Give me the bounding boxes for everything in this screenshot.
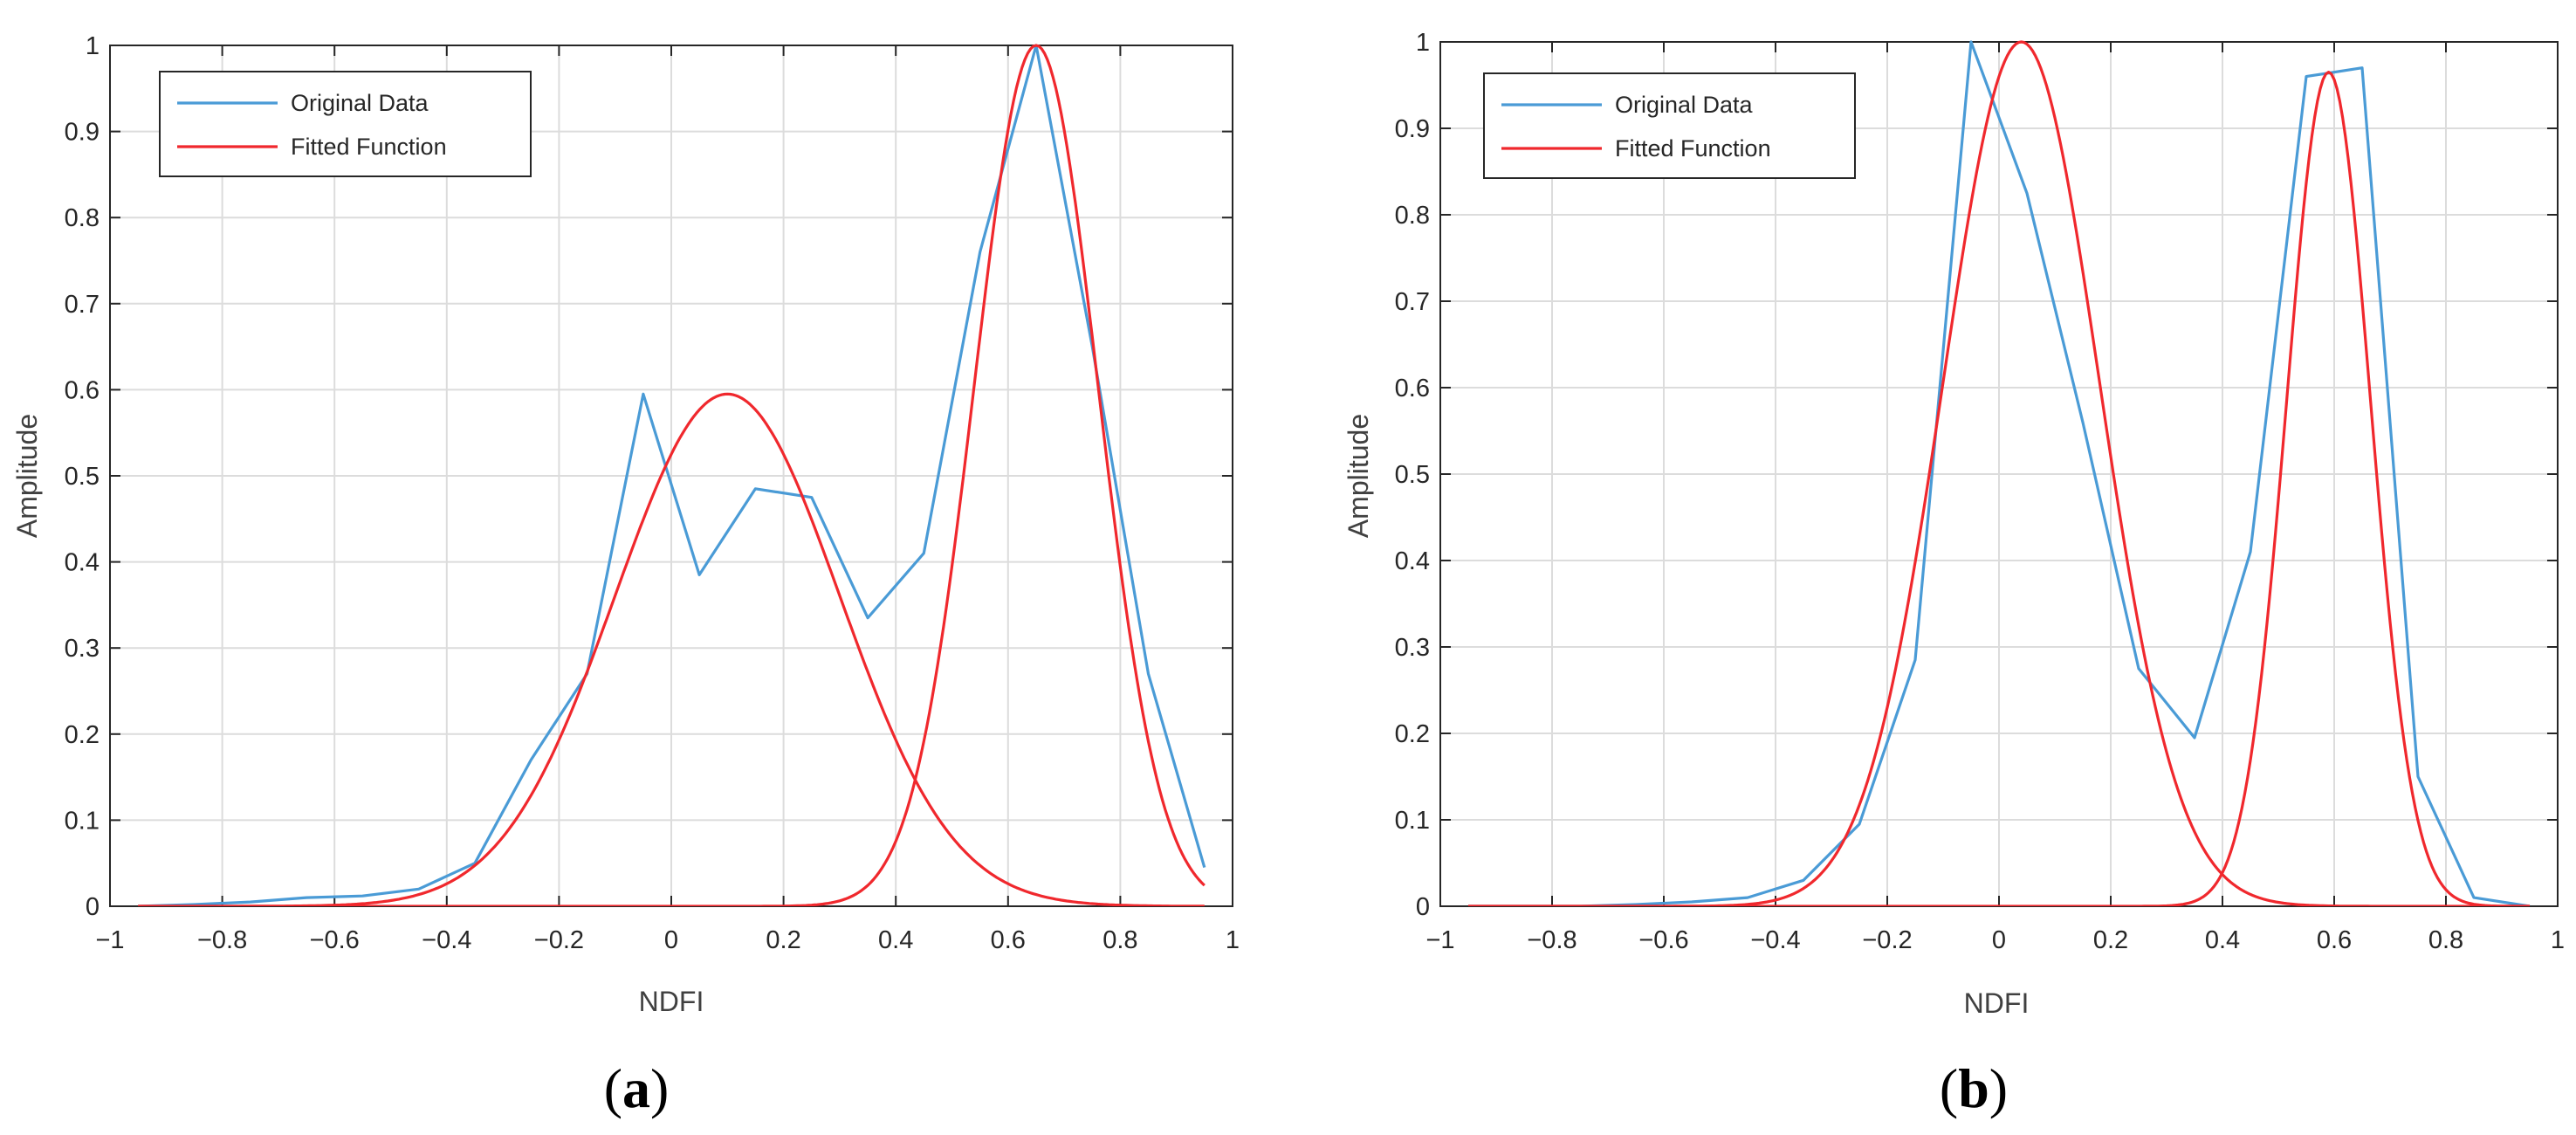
chart-b-ytick-label: 1	[1416, 29, 1430, 57]
chart-b-series-original-data	[1468, 40, 2531, 906]
chart-a-ytick-label: 1	[86, 32, 100, 60]
chart-a-xtick-label: −0.6	[310, 926, 360, 954]
chart-a-legend: Original Data Fitted Function	[159, 71, 532, 177]
chart-panel-b: −1 −0.8 −0.6 −0.4 −0.2 0 0.2 0.4 0.6 0.8 1 0 0.1 0.2 0…	[1288, 0, 2575, 1131]
chart-b-xtick-label: 0.2	[2093, 926, 2128, 954]
chart-a-series-fitted-function-2	[138, 44, 1206, 906]
chart-b-ytick-label: 0.8	[1395, 202, 1430, 230]
chart-a-legend-label-fitted: Fitted Function	[291, 134, 447, 160]
chart-a-series-original-data	[138, 44, 1206, 906]
chart-a-legend-label-original: Original Data	[291, 90, 429, 116]
chart-a-xtick-label: 0	[664, 926, 678, 954]
chart-a-xtick-label: −0.8	[197, 926, 247, 954]
chart-a-xtick-label: −1	[95, 926, 124, 954]
chart-svg-a: −1 −0.8 −0.6 −0.4 −0.2 0 0.2 0.4 0.6 0.8 1 0 0.1 0.2 0…	[11, 32, 1240, 1119]
chart-a-xtick-label: 0.8	[1103, 926, 1137, 954]
chart-b-ylabel: Amplitude	[1343, 414, 1374, 538]
chart-a-xtick-label: −0.2	[534, 926, 584, 954]
chart-b-xtick-label: −0.8	[1527, 926, 1577, 954]
chart-b-series-fitted-function-1	[1468, 40, 2530, 906]
chart-panel-a: −1 −0.8 −0.6 −0.4 −0.2 0 0.2 0.4 0.6 0.8 1 0 0.1 0.2 0…	[0, 0, 1288, 1131]
chart-b-legend-box	[1483, 72, 1856, 179]
chart-a-xtick-label: 0.4	[878, 926, 913, 954]
chart-b-ytick-label: 0.9	[1395, 115, 1430, 143]
chart-svg-b: −1 −0.8 −0.6 −0.4 −0.2 0 0.2 0.4 0.6 0.8 1 0 0.1 0.2 0…	[1343, 29, 2565, 1119]
chart-b-xtick-label: 0.4	[2205, 926, 2240, 954]
chart-a-ytick-label: 0.1	[65, 807, 100, 835]
chart-b-xlabel: NDFI	[1964, 987, 2030, 1019]
chart-b-xtick-label: −1	[1425, 926, 1454, 954]
chart-a-legend-box	[159, 71, 532, 177]
chart-a-xtick-label: 0.6	[991, 926, 1026, 954]
chart-b-legend-label-original: Original Data	[1615, 92, 1754, 118]
chart-b-ytick-label: 0.7	[1395, 288, 1430, 316]
chart-b-xtick-label: 0	[1992, 926, 2006, 954]
chart-b-ytick-label: 0.1	[1395, 807, 1430, 835]
chart-b-panel-label: (b)	[1940, 1057, 2008, 1119]
chart-b-xtick-label: 1	[2551, 926, 2565, 954]
chart-a-xtick-label: 0.2	[766, 926, 800, 954]
chart-a-ytick-label: 0.8	[65, 204, 100, 232]
chart-a-ytick-label: 0.6	[65, 376, 100, 404]
chart-a-ytick-label: 0.7	[65, 291, 100, 319]
chart-a-xlabel: NDFI	[639, 986, 704, 1017]
chart-b-xtick-label: −0.2	[1862, 926, 1912, 954]
chart-a-ytick-label: 0.2	[65, 721, 100, 749]
chart-b-ytick-label: 0.6	[1395, 375, 1430, 402]
chart-b-xtick-label: −0.4	[1750, 926, 1800, 954]
chart-b-legend: Original Data Fitted Function	[1483, 72, 1856, 179]
chart-a-ytick-label: 0	[86, 893, 100, 921]
chart-b-legend-label-fitted: Fitted Function	[1615, 135, 1771, 162]
chart-a-ytick-label: 0.5	[65, 463, 100, 491]
chart-b-xtick-label: 0.8	[2428, 926, 2463, 954]
chart-a-ylabel: Amplitude	[11, 414, 43, 538]
chart-a-panel-label: (a)	[604, 1057, 670, 1119]
chart-a-ytick-label: 0.3	[65, 635, 100, 663]
chart-a-xtick-label: 1	[1226, 926, 1240, 954]
chart-b-ytick-label: 0.3	[1395, 634, 1430, 662]
chart-b-xtick-label: −0.6	[1638, 926, 1688, 954]
chart-b-ytick-label: 0.4	[1395, 547, 1430, 575]
chart-a-xtick-label: −0.4	[422, 926, 471, 954]
chart-b-xtick-label: 0.6	[2317, 926, 2352, 954]
chart-b-ytick-label: 0	[1416, 893, 1430, 921]
chart-b-ytick-label: 0.5	[1395, 461, 1430, 489]
chart-a-ytick-label: 0.4	[65, 549, 100, 577]
chart-a-ytick-label: 0.9	[65, 119, 100, 147]
chart-b-series-fitted-function-2	[1468, 70, 2530, 906]
chart-b-ytick-label: 0.2	[1395, 720, 1430, 748]
